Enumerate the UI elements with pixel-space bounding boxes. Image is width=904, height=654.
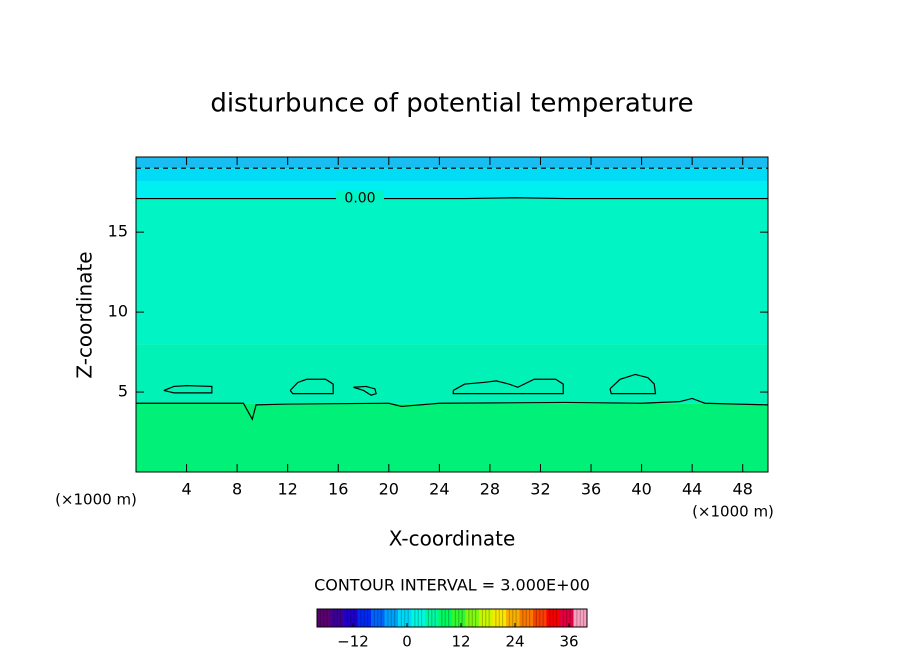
- colorbar-swatch: [317, 609, 331, 627]
- fill-band: [136, 168, 768, 181]
- x-tick-label: 40: [631, 480, 651, 499]
- x-tick-label: 16: [328, 480, 348, 499]
- fill-band: [136, 157, 768, 169]
- x-tick-label: 36: [581, 480, 601, 499]
- contour-line: [353, 385, 377, 396]
- contour-interval: CONTOUR INTERVAL = 3.000E+00: [314, 576, 590, 595]
- colorbar-swatch: [411, 609, 426, 627]
- colorbar-swatch: [560, 609, 574, 627]
- x-tick-label: 8: [232, 480, 242, 499]
- contour-label: 0.00: [344, 191, 375, 207]
- colorbar-tick-label: 0: [402, 633, 412, 651]
- colorbar-tick-label: 36: [559, 633, 578, 651]
- colorbar-swatch: [330, 609, 345, 627]
- plot-frame: [135, 156, 769, 473]
- colorbar-swatch: [492, 609, 507, 627]
- colorbar-swatch: [546, 609, 561, 627]
- colorbar-swatch: [519, 609, 534, 627]
- chart-title: disturbunce of potential temperature: [210, 89, 693, 119]
- colorbar-swatch: [398, 609, 412, 627]
- x-tick-label: 20: [379, 480, 399, 499]
- y-tick-label: 10: [108, 302, 128, 321]
- fill-band: [136, 344, 768, 404]
- fill-band: [136, 180, 768, 199]
- colorbar-frame: [316, 608, 588, 628]
- x-axis-label: X-coordinate: [389, 527, 516, 551]
- colorbar-swatch: [357, 609, 372, 627]
- contour-line: [136, 197, 768, 200]
- y-tick-label: 15: [108, 222, 128, 241]
- x-tick-label: 44: [682, 480, 702, 499]
- colorbar-tick-label: −12: [337, 633, 369, 651]
- colorbar-swatch: [425, 609, 439, 627]
- fill-band: [136, 403, 768, 472]
- colorbar-swatch: [371, 609, 385, 627]
- contour-line: [136, 397, 769, 421]
- colorbar-swatch: [533, 609, 547, 627]
- x-unit-label: (×1000 m): [55, 491, 137, 509]
- y-axis-label: Z-coordinate: [73, 251, 97, 378]
- x-tick-label: 48: [733, 480, 753, 499]
- fill-band: [136, 198, 768, 345]
- x-tick-label: 32: [530, 480, 550, 499]
- x-tick-label: 28: [480, 480, 500, 499]
- colorbar-swatch: [479, 609, 493, 627]
- colorbar-swatch: [438, 609, 453, 627]
- colorbar-swatch: [465, 609, 480, 627]
- colorbar-swatch: [384, 609, 399, 627]
- x-tick-label: 12: [278, 480, 298, 499]
- contour-line: [609, 373, 657, 395]
- colorbar-swatch: [573, 609, 588, 627]
- x-tick-label: 24: [429, 480, 449, 499]
- y-tick-label: 5: [118, 382, 128, 401]
- colorbar-tick-label: 12: [451, 633, 470, 651]
- x-unit-label: (×1000 m): [692, 503, 774, 521]
- colorbar-swatch: [452, 609, 466, 627]
- colorbar-swatch: [506, 609, 520, 627]
- contour-line: [452, 378, 564, 395]
- contour-line: [289, 378, 334, 395]
- colorbar-swatch: [344, 609, 358, 627]
- colorbar-tick-label: 24: [505, 633, 524, 651]
- contour-line: [163, 385, 213, 394]
- contour-label-bg: [336, 190, 384, 207]
- x-tick-label: 4: [181, 480, 191, 499]
